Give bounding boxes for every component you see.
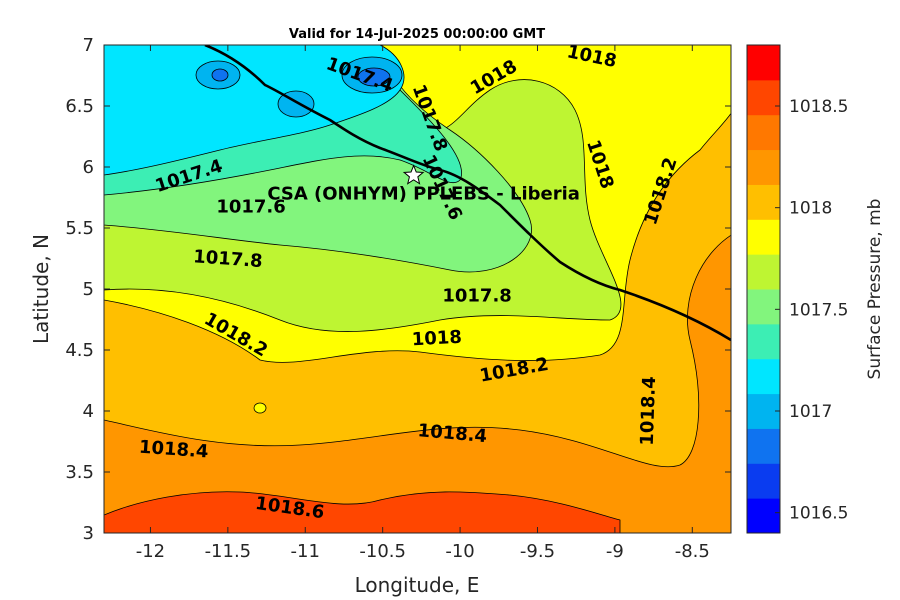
colorbar-frame [746,44,781,534]
x-tick-label: -10.5 [359,541,406,562]
band-1018-4 [104,234,731,533]
colorbar-swatch [747,463,780,499]
colorbar-swatch [747,45,780,81]
colorbar-swatch [747,184,780,220]
y-tick-label: 4.5 [65,340,94,361]
y-tick-label: 6 [83,157,94,178]
colorbar-swatch [747,358,780,395]
plot-area: CSA (ONHYM) PPLEBS - Liberia 1017.41017.… [104,45,731,533]
band-1017-2 [104,45,405,176]
colorbar-swatch [747,79,780,116]
colorbar-swatch [747,498,780,534]
colorbar-swatch [747,254,780,290]
x-axis-label: Longitude, E [355,573,480,597]
x-tick-label: -10 [445,541,474,562]
colorbar-swatch [747,114,780,151]
coastline [204,45,731,342]
low-cell-west-core [211,68,229,82]
x-tick-label: -11 [291,541,320,562]
colorbar-swatch [747,323,780,360]
x-tick-label: -11.5 [205,541,252,562]
colorbar-swatch [747,393,780,429]
site-label: CSA (ONHYM) PPLEBS - Liberia [267,184,580,205]
y-tick-label: 6.5 [65,96,94,117]
y-tick-label: 5.5 [65,218,94,239]
site-star-icon [402,164,425,185]
contour-label: 1018.4 [138,437,209,463]
colorbar-swatch [747,219,780,255]
x-tick-label: -9 [606,541,624,562]
colorbar-swatch [747,289,780,325]
band-1018-6 [104,491,621,533]
y-axis: 3 3.5 4 4.5 5 5.5 6 6.5 7 [65,35,731,544]
colorbar-label: Surface Pressure, mb [865,199,885,380]
y-tick-label: 5 [83,279,94,300]
chart-title: Valid for 14-Jul-2025 00:00:00 GMT [289,27,545,42]
colorbar-tick-label: 1018 [789,199,832,219]
x-axis: -12 -11.5 -11 -10.5 -10 -9.5 -9 -8.5 [136,45,710,562]
x-tick-label: -8.5 [675,541,710,562]
x-tick-label: -9.5 [520,541,555,562]
contour-label: 1017.6 [216,196,285,217]
colorbar-swatch [747,428,780,464]
high-cell-southwest [253,402,267,414]
contour-label: 1018 [411,327,462,351]
colorbar-tick-label: 1018.5 [789,97,848,117]
x-tick-label: -12 [136,541,165,562]
colorbar-tick-label: 1017 [789,402,832,422]
colorbar-tick-label: 1016.5 [789,504,848,524]
low-cell-north-core [357,67,391,87]
colorbar-tick-label: 1017.5 [789,300,848,320]
y-tick-label: 7 [83,35,94,56]
contour-label: 1017.8 [193,246,264,272]
colorbar-swatch [747,149,780,185]
contour-label: 1018.4 [637,376,660,446]
y-tick-label: 3.5 [65,462,94,483]
y-tick-label: 4 [83,401,94,422]
contour-label: 1017.8 [442,285,511,306]
colorbar: 1016.5 1017 1017.5 1018 1018.5 [746,44,848,534]
y-tick-label: 3 [83,523,94,544]
y-axis-label: Latitude, N [29,234,53,344]
